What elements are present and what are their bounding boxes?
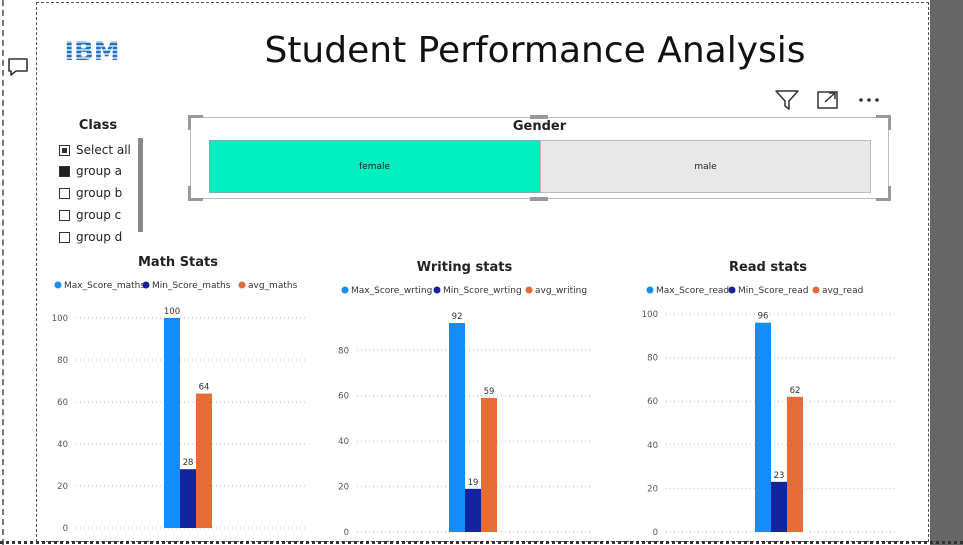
- y-tick-label: 40: [57, 440, 68, 450]
- chart-title: Writing stats: [417, 260, 513, 275]
- class-item-select-all[interactable]: Select all: [59, 140, 139, 160]
- right-gutter: [930, 0, 963, 545]
- gender-slicer: Gender female male: [188, 115, 891, 201]
- left-dashed-border: [2, 0, 4, 545]
- bar: [755, 322, 771, 532]
- data-label: 23: [774, 471, 785, 481]
- class-item-label: group c: [76, 208, 122, 222]
- slicer-scrollbar[interactable]: [138, 138, 143, 232]
- resize-handle[interactable]: [188, 186, 203, 201]
- y-tick-label: 80: [338, 346, 349, 356]
- bar: [164, 318, 180, 528]
- legend-marker: [433, 286, 441, 294]
- resize-handle[interactable]: [188, 115, 203, 130]
- legend-marker: [728, 286, 736, 294]
- resize-handle[interactable]: [876, 186, 891, 201]
- math-stats-chart: Math Stats Max_Score_maths Min_Score_maths…: [52, 255, 306, 534]
- class-item-label: group b: [76, 186, 123, 200]
- y-tick-label: 40: [647, 441, 658, 451]
- gender-slicer-title: Gender: [512, 119, 567, 134]
- resize-handle[interactable]: [530, 197, 548, 201]
- checkbox-checked-icon[interactable]: [59, 165, 70, 177]
- legend-marker: [54, 281, 62, 289]
- y-tick-label: 40: [338, 437, 349, 447]
- data-label: 96: [758, 312, 769, 322]
- bar: [787, 396, 803, 532]
- y-tick-label: 20: [338, 483, 349, 493]
- legend-label: avg_maths: [248, 281, 298, 291]
- bottom-dashed-border: [0, 541, 963, 544]
- class-item-group-a[interactable]: group a: [59, 161, 139, 181]
- data-label: 100: [164, 307, 180, 317]
- legend-label: Max_Score_read: [656, 286, 729, 296]
- legend-marker: [525, 286, 533, 294]
- class-item-label: group a: [76, 164, 123, 178]
- y-tick-label: 0: [63, 524, 68, 534]
- bar: [449, 323, 465, 532]
- legend-label: avg_writing: [535, 286, 587, 296]
- svg-text:IBM: IBM: [64, 37, 119, 66]
- data-label: 64: [199, 383, 210, 393]
- legend-label: Min_Score_wrting: [443, 286, 522, 296]
- legend-marker: [142, 281, 150, 289]
- y-tick-label: 100: [52, 314, 68, 324]
- bar: [481, 397, 497, 532]
- class-item-group-d[interactable]: group d: [59, 227, 139, 247]
- class-item-label: Select all: [76, 143, 131, 157]
- legend-marker: [341, 286, 349, 294]
- data-label: 62: [790, 386, 801, 396]
- bar: [771, 481, 787, 532]
- legend-label: Min_Score_maths: [152, 281, 231, 291]
- focus-mode-icon[interactable]: [815, 88, 841, 112]
- legend-marker: [238, 281, 246, 289]
- legend-label: avg_read: [822, 286, 863, 296]
- writing-stats-chart: Writing stats Max_Score_wrting Min_Score_w…: [338, 260, 593, 538]
- chart-title: Read stats: [729, 260, 807, 275]
- y-tick-label: 80: [57, 356, 68, 366]
- gender-option-male[interactable]: male: [540, 140, 871, 193]
- class-item-label: group d: [76, 230, 123, 244]
- class-item-group-b[interactable]: group b: [59, 183, 139, 203]
- data-label: 92: [452, 312, 463, 322]
- y-tick-label: 100: [642, 310, 658, 320]
- bar: [196, 393, 212, 528]
- legend-label: Max_Score_wrting: [351, 286, 432, 296]
- legend-label: Min_Score_read: [738, 286, 808, 296]
- checkbox-icon[interactable]: [59, 231, 70, 243]
- legend-marker: [812, 286, 820, 294]
- y-tick-label: 0: [653, 528, 658, 538]
- y-tick-label: 80: [647, 354, 658, 364]
- data-label: 19: [468, 478, 479, 488]
- checkbox-partial-icon[interactable]: [59, 144, 70, 156]
- class-slicer-title: Class: [78, 118, 118, 133]
- data-label: 28: [183, 458, 194, 468]
- bar: [465, 488, 481, 532]
- filter-icon[interactable]: [774, 88, 800, 112]
- gender-option-female[interactable]: female: [209, 140, 540, 193]
- legend-label: Max_Score_maths: [64, 281, 145, 291]
- comment-icon[interactable]: [6, 55, 30, 79]
- read-stats-chart: Read stats Max_Score_read Min_Score_read av…: [642, 260, 898, 538]
- resize-handle[interactable]: [876, 115, 891, 130]
- resize-handle[interactable]: [530, 115, 548, 119]
- class-slicer: Class Select all group a group b group c…: [56, 116, 151, 248]
- bar: [180, 469, 196, 528]
- class-item-group-c[interactable]: group c: [59, 205, 139, 225]
- y-tick-label: 20: [647, 484, 658, 494]
- legend-marker: [646, 286, 654, 294]
- left-gutter: [0, 0, 36, 545]
- more-options-icon[interactable]: [856, 88, 882, 112]
- chart-title: Math Stats: [138, 255, 218, 270]
- y-tick-label: 60: [647, 397, 658, 407]
- checkbox-icon[interactable]: [59, 209, 70, 221]
- y-tick-label: 0: [344, 528, 349, 538]
- y-tick-label: 60: [338, 392, 349, 402]
- y-tick-label: 20: [57, 482, 68, 492]
- checkbox-icon[interactable]: [59, 187, 70, 199]
- ibm-logo: IBM: [60, 37, 124, 66]
- y-tick-label: 60: [57, 398, 68, 408]
- report-title: Student Performance Analysis: [264, 30, 806, 71]
- data-label: 59: [484, 387, 495, 397]
